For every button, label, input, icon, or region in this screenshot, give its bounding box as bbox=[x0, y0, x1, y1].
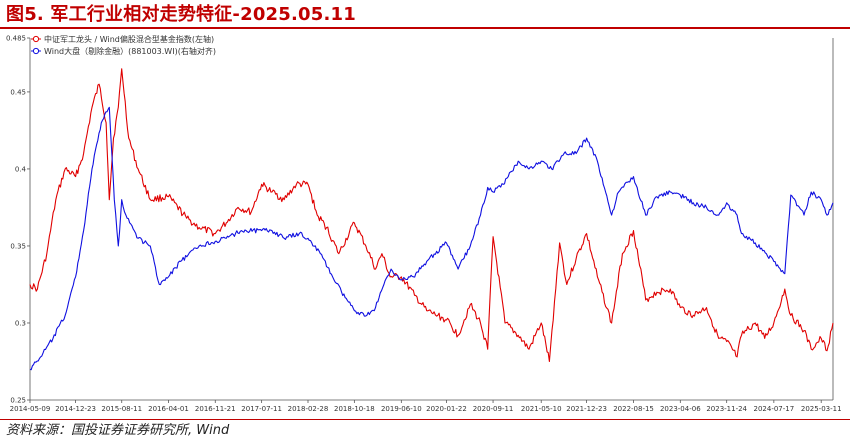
x-tick-label: 2020-01-22 bbox=[426, 405, 467, 413]
x-axis-ticks: 2014-05-09 2014-12-23 2015-08-11 2016-04-01… bbox=[10, 400, 842, 413]
series-line-wind-large-cap bbox=[29, 106, 834, 371]
figure-title: 图5. 军工行业相对走势特征-2025.05.11 bbox=[6, 4, 356, 25]
x-tick-label: 2014-12-23 bbox=[55, 405, 96, 413]
plot-frame bbox=[29, 38, 834, 401]
x-tick-label: 2016-11-21 bbox=[195, 405, 236, 413]
legend-marker-1 bbox=[32, 35, 40, 43]
x-tick-label: 2021-05-10 bbox=[521, 405, 562, 413]
series-layer bbox=[29, 68, 834, 371]
line-chart: 0.25 0.3 0.35 0.4 0.45 0.485 2014-05-09 2014-1… bbox=[6, 34, 842, 413]
y-tick-label: 0.3 bbox=[15, 319, 26, 327]
x-tick-label: 2019-06-10 bbox=[381, 405, 422, 413]
x-tick-label: 2021-12-23 bbox=[566, 405, 607, 413]
source-note: 资料来源：国投证券证券研究所, Wind bbox=[6, 423, 230, 438]
source-divider bbox=[0, 419, 850, 420]
y-axis-ticks: 0.25 0.3 0.35 0.4 0.45 0.485 bbox=[6, 35, 30, 405]
x-tick-label: 2023-04-06 bbox=[660, 405, 701, 413]
x-tick-label: 2020-09-11 bbox=[473, 405, 514, 413]
legend-marker-2 bbox=[32, 47, 40, 55]
x-tick-label: 2014-05-09 bbox=[10, 405, 51, 413]
x-tick-label: 2018-10-18 bbox=[334, 405, 375, 413]
y-tick-label: 0.45 bbox=[10, 88, 26, 96]
legend-item-1: 中证军工龙头 / Wind偏股混合型基金指数(左轴) bbox=[31, 34, 214, 44]
y-tick-label: 0.35 bbox=[10, 242, 26, 250]
title-divider bbox=[0, 27, 850, 29]
legend: 中证军工龙头 / Wind偏股混合型基金指数(左轴) Wind大盘（剔除金融）(… bbox=[31, 34, 216, 56]
x-tick-label: 2017-07-11 bbox=[241, 405, 282, 413]
legend-item-2: Wind大盘（剔除金融）(881003.WI)(右轴对齐) bbox=[31, 46, 216, 56]
x-tick-label: 2025-03-11 bbox=[801, 405, 842, 413]
legend-label-2: Wind大盘（剔除金融）(881003.WI)(右轴对齐) bbox=[44, 46, 216, 56]
y-tick-label: 0.485 bbox=[6, 35, 26, 43]
x-tick-label: 2018-02-28 bbox=[288, 405, 329, 413]
x-tick-label: 2023-11-24 bbox=[706, 405, 747, 413]
x-tick-label: 2022-08-15 bbox=[613, 405, 654, 413]
y-tick-label: 0.4 bbox=[15, 165, 27, 173]
x-tick-label: 2016-04-01 bbox=[148, 405, 189, 413]
x-tick-label: 2024-07-17 bbox=[754, 405, 795, 413]
y-tick-label: 0.25 bbox=[10, 397, 26, 405]
series-line-military-vs-fund bbox=[29, 68, 834, 363]
x-tick-label: 2015-08-11 bbox=[101, 405, 142, 413]
legend-label-1: 中证军工龙头 / Wind偏股混合型基金指数(左轴) bbox=[44, 34, 214, 44]
